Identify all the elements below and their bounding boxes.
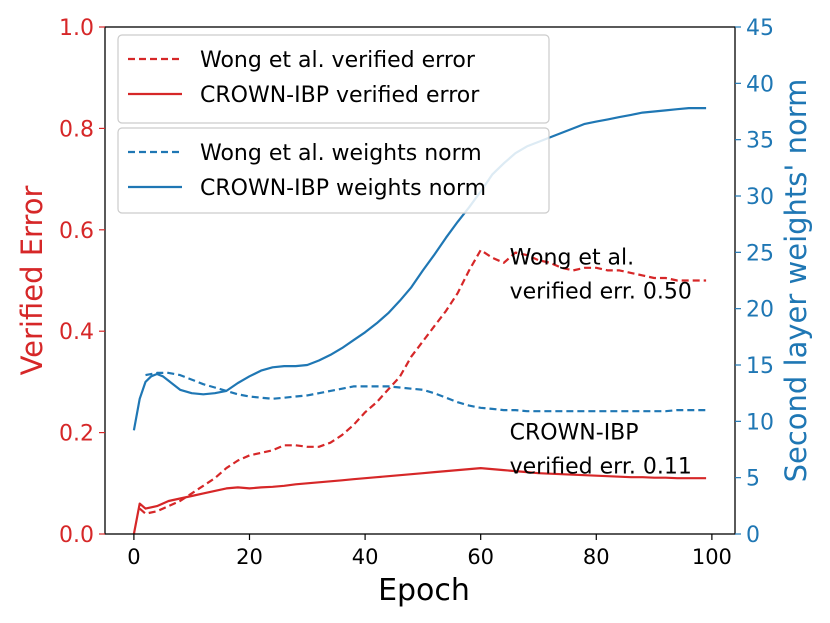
legend-label-1-1: CROWN-IBP weights norm — [200, 176, 486, 201]
legend-layer: Wong et al. verified error CROWN-IBP veri… — [117, 34, 550, 214]
x-tick-label-2: 40 — [352, 545, 379, 569]
right-tick-label-8: 40 — [746, 72, 774, 97]
right-tick-label-6: 30 — [746, 185, 774, 210]
right-tick-label-1: 5 — [746, 467, 760, 492]
right-tick-label-9: 45 — [746, 16, 774, 41]
left-tick-label-3: 0.6 — [59, 219, 94, 244]
x-tick-label-4: 80 — [583, 545, 610, 569]
series-line-3 — [132, 106, 707, 431]
x-axis-label: Epoch — [378, 573, 470, 608]
plot-frame — [104, 26, 736, 535]
left-tick-label-2: 0.4 — [59, 320, 94, 345]
legend-label-0-1: CROWN-IBP verified error — [200, 83, 480, 108]
left-tick-label-0: 0.0 — [59, 523, 94, 548]
left-axis-label: Verified Error — [15, 186, 49, 376]
legend-box-0 — [117, 34, 550, 124]
left-tick-label-1: 0.2 — [59, 422, 94, 447]
x-tick-label-3: 60 — [467, 545, 494, 569]
series-layer — [132, 106, 707, 535]
right-axis-label: Second layer weights' norm — [779, 79, 813, 483]
series-line-1 — [132, 467, 707, 535]
annotation-0-line-0: Wong et al. — [510, 246, 635, 271]
left-tick-label-5: 1.0 — [59, 16, 94, 41]
annotation-1-line-1: verified err. 0.11 — [510, 455, 692, 480]
axes-layer: 0 20 40 60 80 100 0.0 0.2 0.4 0.6 0.8 1.0 0 5 10 15 20 25… — [15, 16, 813, 608]
right-tick-label-2: 10 — [746, 410, 774, 435]
right-tick-label-0: 0 — [746, 523, 760, 548]
x-tick-label-0: 0 — [127, 545, 140, 569]
right-tick-label-5: 25 — [746, 241, 774, 266]
series-line-2 — [145, 371, 707, 413]
legend-box-1 — [117, 127, 550, 214]
x-tick-label-5: 100 — [692, 545, 732, 569]
left-tick-label-4: 0.8 — [59, 117, 94, 142]
annotation-0-line-1: verified err. 0.50 — [510, 280, 692, 305]
right-tick-label-7: 35 — [746, 129, 774, 154]
legend-label-1-0: Wong et al. weights norm — [200, 141, 482, 166]
right-tick-label-3: 15 — [746, 354, 774, 379]
x-tick-label-1: 20 — [236, 545, 263, 569]
legend-label-0-0: Wong et al. verified error — [200, 48, 476, 73]
annotation-1-line-0: CROWN-IBP — [510, 421, 639, 446]
right-tick-label-4: 20 — [746, 298, 774, 323]
annotation-layer: Wong et al. verified err. 0.50 CROWN-IBP ve… — [510, 246, 692, 480]
